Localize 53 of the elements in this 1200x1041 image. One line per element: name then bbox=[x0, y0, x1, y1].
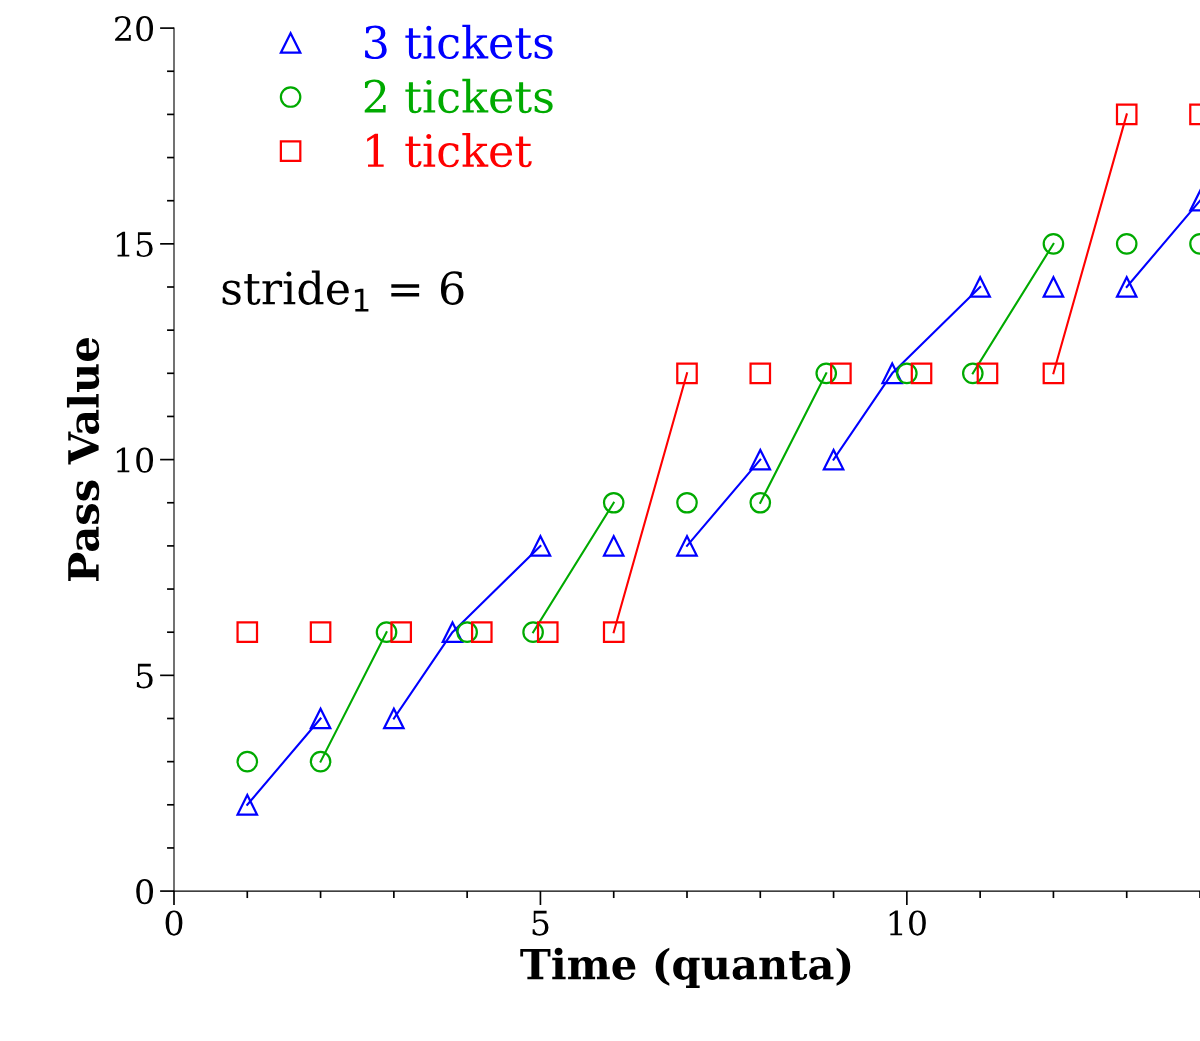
x-tick-label: 0 bbox=[165, 910, 183, 936]
point bbox=[1042, 276, 1065, 298]
point bbox=[881, 362, 904, 385]
point bbox=[536, 621, 559, 644]
y-tick-label: 10 bbox=[116, 447, 154, 473]
point bbox=[309, 621, 332, 644]
x-axis-title: Time (quanta) bbox=[520, 947, 851, 988]
point bbox=[1115, 103, 1138, 126]
y-tick-label: 15 bbox=[116, 231, 153, 257]
point bbox=[749, 362, 772, 385]
point bbox=[1115, 233, 1138, 255]
legend-label: 3 tickets bbox=[365, 24, 553, 60]
point bbox=[309, 750, 332, 773]
y-tick-label: 20 bbox=[115, 16, 154, 42]
point bbox=[383, 707, 405, 730]
point bbox=[236, 793, 259, 816]
point bbox=[522, 621, 544, 644]
point bbox=[1115, 276, 1138, 298]
x-tick-label: 10 bbox=[889, 910, 926, 936]
point bbox=[749, 491, 772, 514]
point bbox=[456, 621, 478, 644]
point bbox=[602, 491, 625, 514]
y-tick-label: 5 bbox=[136, 663, 153, 689]
point bbox=[1042, 233, 1065, 255]
point bbox=[910, 362, 933, 385]
point bbox=[969, 276, 991, 298]
point bbox=[976, 362, 999, 385]
point bbox=[602, 535, 625, 557]
point bbox=[602, 621, 625, 644]
y-tick-label: 0 bbox=[136, 879, 154, 905]
point bbox=[822, 448, 845, 471]
point bbox=[309, 707, 332, 730]
point bbox=[896, 362, 918, 385]
point bbox=[676, 362, 698, 385]
point bbox=[961, 362, 984, 385]
point bbox=[236, 750, 259, 773]
x-tick-label: 5 bbox=[532, 910, 549, 936]
y-axis-title: Pass Value bbox=[66, 338, 100, 582]
legend-label: 1 ticket bbox=[367, 132, 532, 168]
point bbox=[676, 535, 698, 557]
point bbox=[830, 362, 852, 385]
point bbox=[1042, 362, 1065, 385]
annotation: stride$_{1}$ = 6 bbox=[222, 270, 464, 312]
point bbox=[441, 621, 464, 644]
legend-label: 2 tickets bbox=[364, 78, 553, 114]
point bbox=[676, 491, 698, 514]
point bbox=[236, 621, 259, 644]
point bbox=[470, 621, 493, 644]
point bbox=[375, 621, 398, 644]
point bbox=[529, 535, 552, 557]
point bbox=[815, 362, 838, 385]
point bbox=[749, 448, 772, 471]
point bbox=[390, 621, 413, 644]
